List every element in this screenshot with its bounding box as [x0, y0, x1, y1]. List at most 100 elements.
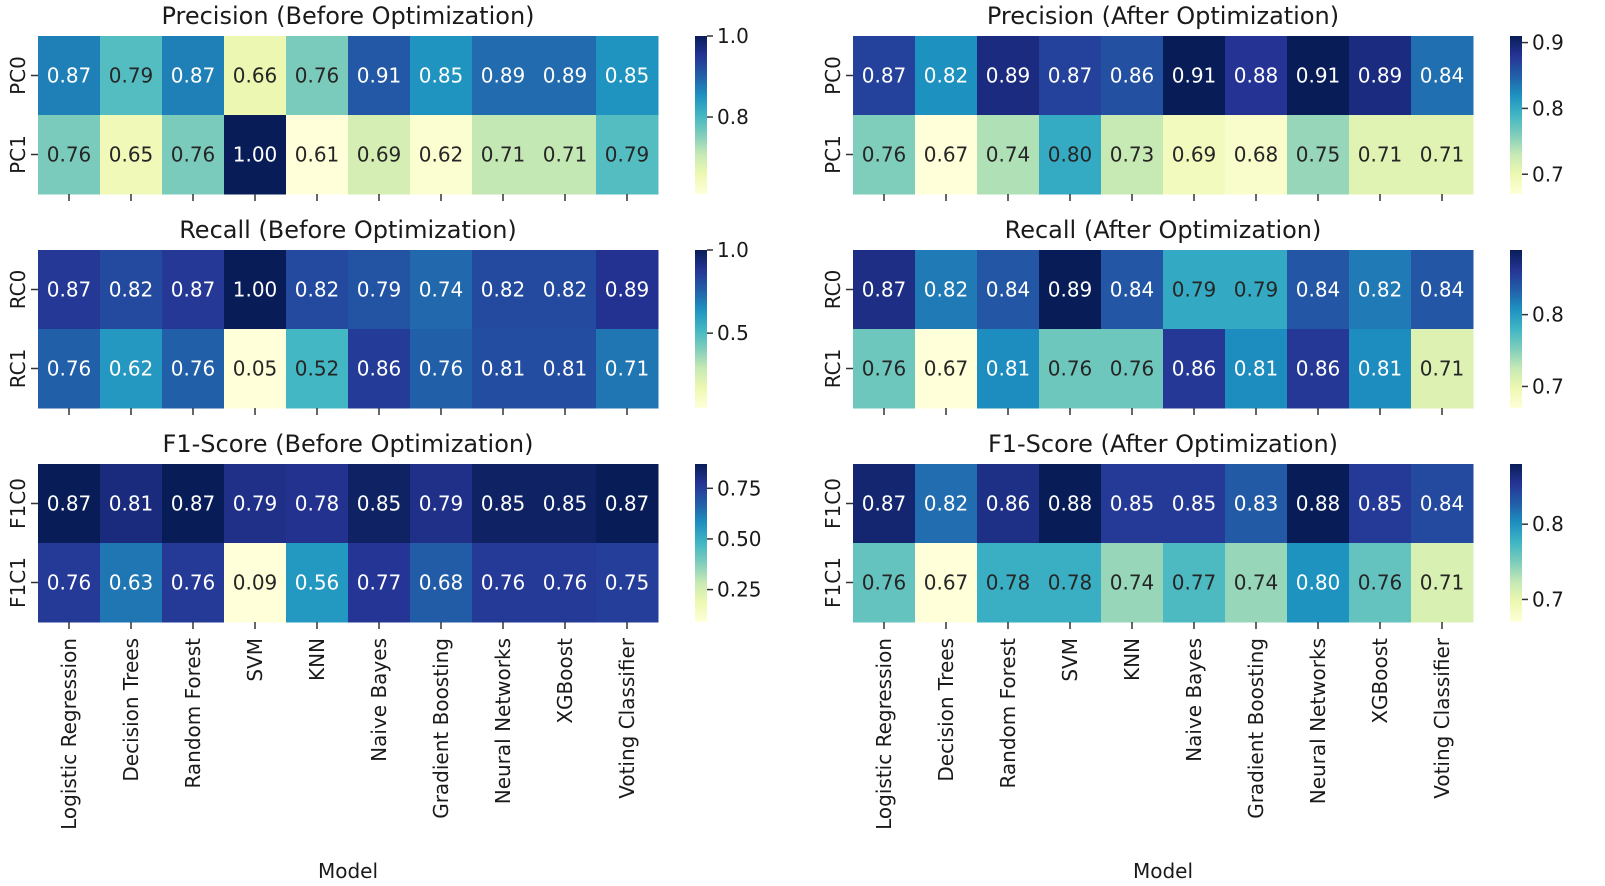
colorbar [695, 36, 707, 194]
cell-value-label: 0.76 [862, 143, 907, 167]
heatmap-cell [596, 543, 659, 623]
cell-value-label: 0.74 [1110, 571, 1155, 595]
x-tick-label: Voting Classifier [1430, 637, 1454, 799]
panel-title: Precision (Before Optimization) [161, 2, 534, 30]
heatmap-cell [286, 36, 349, 116]
cell-value-label: 0.87 [47, 278, 92, 302]
heatmap-cell [286, 329, 349, 409]
cell-value-label: 0.67 [924, 143, 969, 167]
x-tick-label: XGBoost [1368, 638, 1392, 724]
x-axis-label: Model [318, 859, 378, 883]
heatmap-cell [38, 36, 101, 116]
colorbar [1510, 464, 1522, 622]
heatmap-cell [534, 36, 597, 116]
cell-value-label: 0.91 [1296, 64, 1341, 88]
y-tick-label: F1C1 [6, 557, 30, 608]
x-tick-label: Logistic Regression [872, 638, 896, 830]
heatmap-cell [100, 250, 163, 330]
cell-value-label: 0.71 [1420, 143, 1465, 167]
cell-value-label: 0.76 [862, 357, 907, 381]
heatmap-cell [348, 250, 411, 330]
heatmap-cell [1287, 543, 1350, 623]
heatmap-cell [38, 329, 101, 409]
cell-value-label: 0.76 [295, 64, 340, 88]
heatmap-cell [853, 115, 916, 195]
heatmap-cell [100, 115, 163, 195]
heatmap-cell [224, 36, 287, 116]
panel-title: Recall (Before Optimization) [179, 216, 517, 244]
x-tick-label: KNN [1120, 638, 1144, 681]
x-tick-label: Logistic Regression [57, 638, 81, 830]
heatmap-cell [1349, 36, 1412, 116]
colorbar-tick-label: 0.7 [1532, 374, 1564, 398]
cell-value-label: 0.61 [295, 143, 340, 167]
heatmap-cell [915, 36, 978, 116]
x-tick-label: Neural Networks [1306, 638, 1330, 804]
cell-value-label: 0.52 [295, 357, 340, 381]
heatmap-cell [1039, 36, 1102, 116]
heatmap-cell [162, 36, 225, 116]
colorbar [695, 250, 707, 408]
heatmap-panel-4: Recall (After Optimization) 0.87 0.82 0.84 0… [821, 216, 1564, 415]
heatmap-cell [1039, 115, 1102, 195]
heatmap-cell [100, 329, 163, 409]
heatmap-cell [348, 36, 411, 116]
y-tick-label: RC0 [6, 270, 30, 310]
x-tick-label: XGBoost [553, 638, 577, 724]
heatmap-cell [977, 36, 1040, 116]
colorbar-tick-label: 0.5 [717, 321, 749, 345]
heatmap-cell [915, 464, 978, 544]
cell-value-label: 0.76 [1358, 571, 1403, 595]
heatmap-cell [1101, 543, 1164, 623]
heatmap-cell [977, 250, 1040, 330]
cell-value-label: 0.81 [1234, 357, 1279, 381]
cell-value-label: 0.82 [295, 278, 340, 302]
heatmap-cell [1411, 329, 1474, 409]
heatmap-cell [472, 36, 535, 116]
colorbar-tick-label: 0.8 [1532, 96, 1564, 120]
heatmap-cell [1411, 36, 1474, 116]
heatmap-cell [1411, 543, 1474, 623]
heatmap-cell [224, 250, 287, 330]
cell-value-label: 0.87 [862, 64, 907, 88]
heatmap-cell [224, 464, 287, 544]
heatmap-cell [534, 329, 597, 409]
cell-value-label: 0.81 [543, 357, 588, 381]
cell-value-label: 0.88 [1048, 492, 1093, 516]
y-tick-label: PC1 [821, 135, 845, 174]
cell-value-label: 0.89 [543, 64, 588, 88]
cell-value-label: 0.86 [986, 492, 1031, 516]
cell-value-label: 0.78 [986, 571, 1031, 595]
heatmap-cell [100, 464, 163, 544]
heatmap-cell [348, 543, 411, 623]
cell-value-label: 0.76 [543, 571, 588, 595]
cell-value-label: 0.79 [109, 64, 154, 88]
cell-value-label: 0.77 [357, 571, 402, 595]
heatmap-cell [1411, 464, 1474, 544]
colorbar-tick-label: 0.8 [1532, 512, 1564, 536]
cell-value-label: 0.71 [605, 357, 650, 381]
heatmap-cell [224, 115, 287, 195]
heatmap-cell [410, 329, 473, 409]
heatmap-panel-1: Precision (Before Optimization) 0.87 0.79 0… [6, 2, 749, 201]
heatmap-cell [472, 250, 535, 330]
cell-value-label: 0.87 [47, 492, 92, 516]
heatmap-cell [1163, 543, 1226, 623]
y-tick-label: PC1 [6, 135, 30, 174]
cell-value-label: 0.87 [1048, 64, 1093, 88]
heatmap-cell [410, 115, 473, 195]
x-tick-label: Gradient Boosting [1244, 638, 1268, 819]
cell-value-label: 0.09 [233, 571, 278, 595]
cell-value-label: 0.62 [109, 357, 154, 381]
heatmap-cell [596, 464, 659, 544]
heatmap-cell [534, 115, 597, 195]
heatmap-cell [915, 115, 978, 195]
heatmap-cell [472, 115, 535, 195]
heatmap-cell [977, 329, 1040, 409]
heatmap-cell [100, 36, 163, 116]
y-tick-label: RC0 [821, 270, 845, 310]
heatmap-cell [1411, 115, 1474, 195]
cell-value-label: 0.84 [1420, 64, 1465, 88]
y-tick-label: F1C0 [6, 478, 30, 529]
colorbar-tick-label: 0.7 [1532, 162, 1564, 186]
